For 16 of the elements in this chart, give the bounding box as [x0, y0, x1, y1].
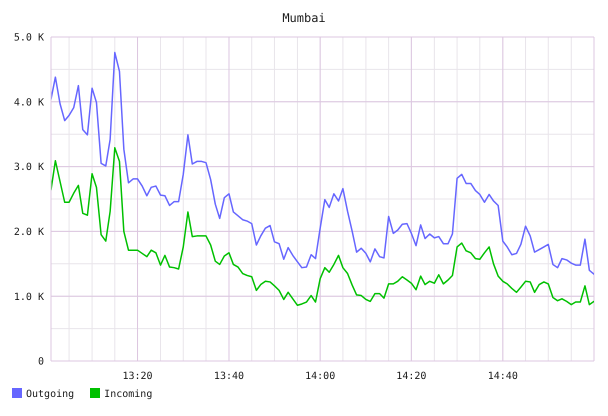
x-tick-label: 13:20 [122, 371, 153, 382]
x-tick-label: 13:40 [214, 371, 244, 382]
y-tick-label: 0 [38, 356, 44, 368]
x-tick-label: 14:20 [396, 371, 426, 382]
legend-label: Incoming [104, 389, 152, 400]
y-tick-label: 3.0 K [14, 162, 44, 174]
x-tick-label: 14:40 [488, 371, 518, 382]
chart-title: Mumbai [281, 11, 327, 25]
y-tick-label: 4.0 K [14, 97, 44, 108]
y-tick-label: 5.0 K [14, 32, 44, 44]
line-series [51, 147, 594, 306]
y-tick-label: 1.0 K [14, 292, 44, 303]
y-tick-label: 2.0 K [14, 226, 44, 238]
line-series [51, 52, 594, 275]
legend-label: Outgoing [26, 389, 74, 400]
x-tick-label: 14:00 [305, 371, 336, 382]
